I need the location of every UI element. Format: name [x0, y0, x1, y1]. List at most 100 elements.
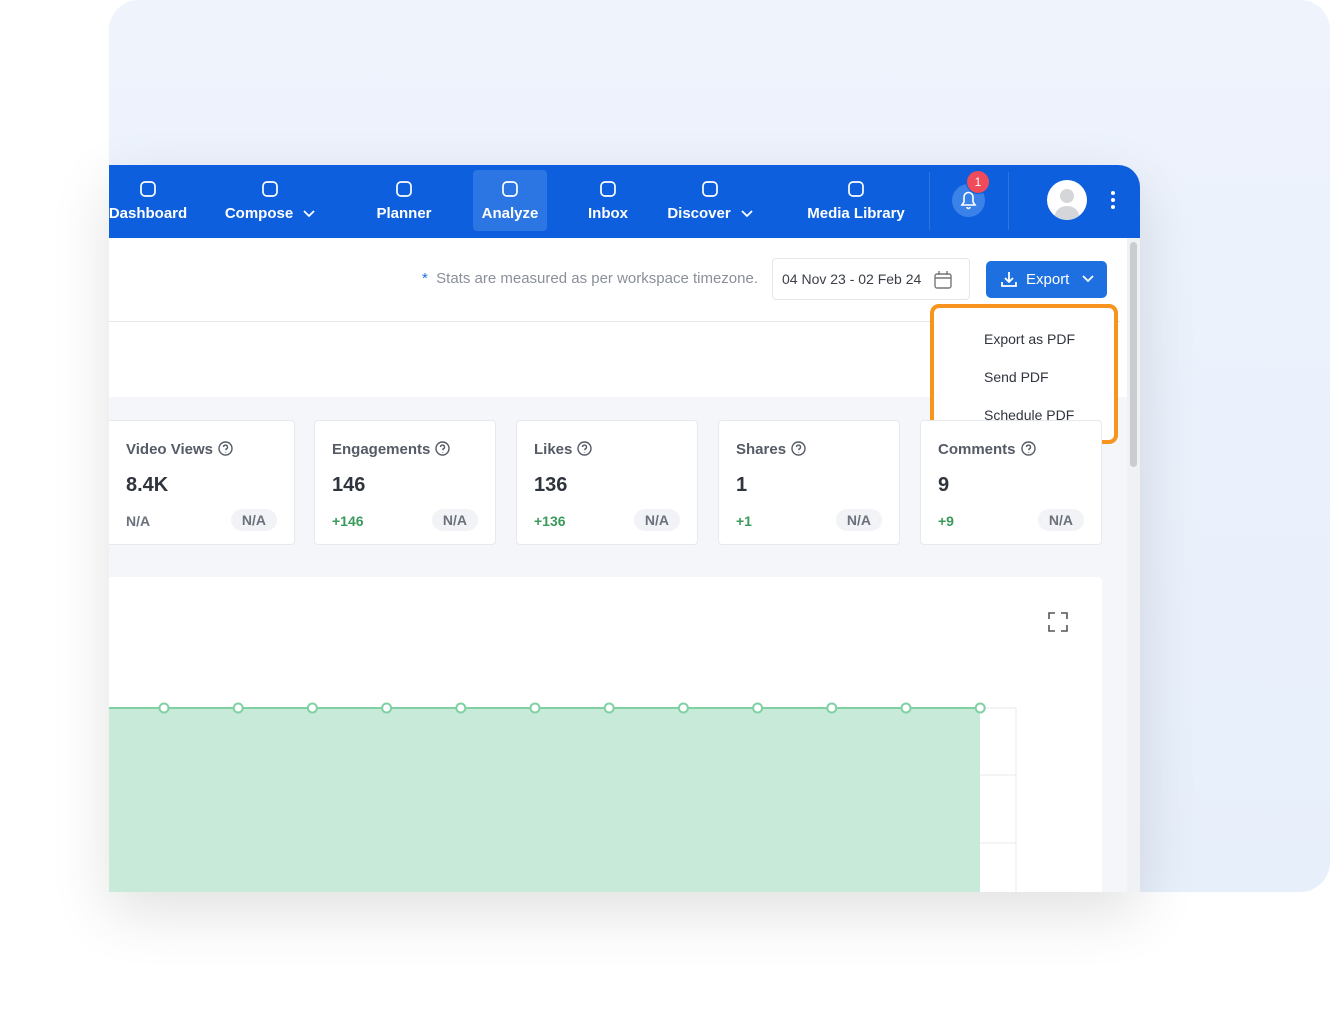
help-icon: [218, 441, 233, 456]
help-circle: [218, 441, 233, 456]
help-icon: [1020, 441, 1036, 456]
menu-item[interactable]: Send PDF: [984, 369, 1049, 385]
nav-item[interactable]: Media Library: [806, 170, 906, 231]
download-icon: [1001, 272, 1017, 287]
nav-label: Inbox: [588, 205, 628, 222]
line-point: [974, 702, 986, 714]
card-value: 9: [938, 474, 950, 496]
chevron-path: [303, 209, 315, 217]
card-title-text: Comments: [938, 441, 1016, 458]
nav-label-row: Compose: [225, 205, 315, 222]
line-point: [677, 702, 689, 714]
card-value: 146: [332, 474, 366, 496]
export-button[interactable]: Export: [986, 261, 1107, 298]
avatar-icon: [1055, 189, 1079, 220]
export-label: Export: [1026, 271, 1070, 288]
nav-label: Analyze: [481, 205, 539, 222]
nav-icon: [396, 181, 412, 197]
card-change: +136: [534, 513, 566, 529]
nav-icon: [600, 181, 616, 197]
metric-card: Likes 136 +136 N/A: [516, 420, 698, 545]
bell-icon: [960, 191, 977, 210]
nav-label-row: Planner: [376, 205, 431, 222]
line-point: [752, 702, 764, 714]
nav-item[interactable]: Compose: [215, 170, 325, 231]
card-change: +1: [736, 513, 752, 529]
nav-icon: [262, 181, 278, 197]
card-previous: N/A: [230, 509, 277, 531]
date-range: 04 Nov 23 - 02 Feb 24: [782, 271, 922, 287]
nav-item[interactable]: Planner: [354, 170, 454, 231]
help-icon: [791, 441, 806, 456]
divider: [1008, 172, 1009, 230]
card-title-text: Video Views: [126, 441, 213, 458]
menu-dot: [1111, 205, 1115, 209]
menu-dot: [1111, 198, 1115, 202]
chevron: [741, 209, 753, 217]
icon-shape: [848, 181, 864, 197]
card-previous: N/A: [633, 509, 680, 531]
card-title-text: Engagements: [332, 441, 431, 458]
help-mark: [440, 444, 446, 453]
help-circle: [435, 441, 451, 456]
nav-label-row: Dashboard: [109, 205, 187, 222]
note-mark: *: [421, 270, 428, 287]
nav-item[interactable]: Discover: [655, 170, 765, 231]
calendar-icon: [934, 271, 952, 289]
chart-preview: [109, 612, 1068, 892]
nav-icon: [140, 181, 156, 197]
menu-dot: [1111, 191, 1115, 195]
nav-label-row: Inbox: [588, 205, 628, 222]
nav-label-row: Analyze: [482, 205, 539, 222]
help-circle: [577, 441, 593, 456]
card-change: N/A: [126, 513, 151, 529]
nav-label: Discover: [667, 205, 731, 222]
icon-shape: [600, 181, 616, 197]
shoulders: [1055, 206, 1079, 220]
icon-shape: [502, 181, 518, 197]
line-point: [232, 702, 244, 714]
card-value: 136: [534, 474, 568, 496]
line-point: [455, 702, 467, 714]
card-title-text: Likes: [534, 441, 573, 458]
metric-card: Comments 9 +9 N/A: [920, 420, 1102, 545]
card-previous: N/A: [835, 509, 882, 531]
help-mark: [582, 444, 588, 453]
card-change: +146: [332, 513, 364, 529]
card-value: 8.4K: [126, 474, 169, 496]
card-title-text: Shares: [736, 441, 787, 458]
nav-label-row: Discover: [667, 205, 753, 222]
menu-item[interactable]: Export as PDF: [984, 331, 1076, 347]
line-point: [603, 702, 615, 714]
metric-card: Shares 1 +1 N/A: [718, 420, 900, 545]
icon-shape: [262, 181, 278, 197]
note-text: Stats are measured as per workspace time…: [436, 270, 758, 287]
card-title: Shares: [736, 441, 806, 458]
metric-card: Video Views 8.4K N/A N/A: [109, 420, 295, 545]
divider: [109, 321, 1120, 322]
note: * Stats are measured as per workspace ti…: [422, 270, 758, 287]
divider: [929, 172, 930, 230]
icon-shape: [702, 181, 718, 197]
nav-icon: [502, 181, 518, 197]
help-mark: [1025, 444, 1031, 453]
nav-item[interactable]: Dashboard: [98, 170, 198, 231]
line-point: [529, 702, 541, 714]
help-mark: [795, 444, 802, 453]
nav-label-row: Media Library: [807, 205, 905, 222]
line-point: [158, 702, 170, 714]
card-title: Engagements: [332, 441, 451, 458]
chevron: [1082, 275, 1094, 283]
line-point: [381, 702, 393, 714]
date-picker[interactable]: 04 Nov 23 - 02 Feb 24: [772, 258, 970, 300]
avatar[interactable]: [1047, 180, 1087, 220]
chevron: [303, 209, 315, 217]
card-title: Video Views: [126, 441, 233, 458]
nav-item[interactable]: Analyze: [473, 170, 547, 231]
nav-label: Compose: [224, 205, 294, 222]
nav-item[interactable]: Inbox: [558, 170, 658, 231]
metric-card: Engagements 146 +146 N/A: [314, 420, 496, 545]
menu-item[interactable]: Schedule PDF: [984, 407, 1075, 423]
icon-shape: [396, 181, 412, 197]
